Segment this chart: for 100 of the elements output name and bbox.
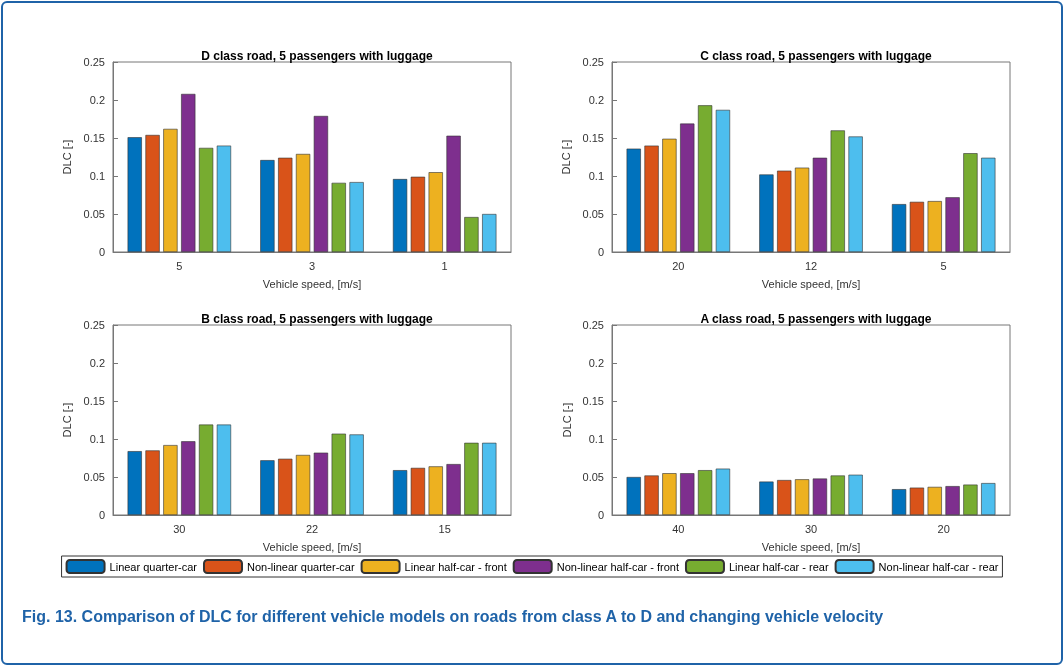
bar — [313, 452, 329, 515]
x-axis-title: Vehicle speed, [m/s] — [262, 540, 362, 553]
bar — [482, 442, 497, 515]
y-tick-label: 0.05 — [83, 471, 105, 483]
y-axis-title: DLC [-] — [61, 402, 74, 438]
bar — [812, 157, 828, 252]
bar — [145, 134, 160, 252]
y-tick-label: 0.25 — [582, 56, 604, 68]
y-tick-label: 0.25 — [83, 319, 105, 331]
bar — [295, 454, 311, 515]
y-tick-label: 0.1 — [588, 433, 604, 445]
x-tick-label: 5 — [176, 259, 183, 272]
bar — [794, 479, 810, 515]
bar — [830, 475, 845, 515]
bar — [981, 483, 996, 515]
caption: Fig. 13. Comparison of DLC for different vehicle models on roads from class A to D and changing vehicle velocity — [22, 607, 884, 625]
chart-title: A class road, 5 passengers with luggage — [700, 312, 932, 326]
bar — [945, 197, 960, 252]
bar — [848, 474, 863, 515]
bar — [446, 135, 461, 252]
bar — [777, 170, 792, 252]
legend-label: Non-linear quarter-car — [247, 560, 355, 573]
bar — [260, 460, 275, 515]
y-tick-label: 0.05 — [83, 208, 105, 220]
legend-label: Linear quarter-car — [109, 560, 198, 573]
bar — [127, 451, 142, 515]
y-axis-title: DLC [-] — [560, 402, 573, 438]
bar — [127, 137, 142, 252]
bar — [777, 480, 792, 515]
y-tick-label: 0.1 — [588, 170, 604, 182]
bar — [428, 172, 443, 252]
y-tick-label: 0.2 — [89, 94, 105, 106]
y-tick-label: 0 — [597, 509, 604, 521]
bar — [759, 481, 774, 515]
bar — [644, 145, 659, 252]
y-tick-label: 0.15 — [582, 132, 604, 144]
bar — [278, 458, 293, 515]
y-tick-label: 0.1 — [89, 433, 105, 445]
y-tick-label: 0.25 — [83, 56, 105, 68]
bar — [198, 147, 214, 252]
bar — [295, 153, 311, 252]
bar — [891, 489, 907, 515]
x-tick-label: 5 — [940, 259, 947, 272]
legend-label: Non-linear half-car - rear — [878, 560, 999, 573]
y-axis-title: DLC [-] — [61, 139, 74, 175]
x-tick-label: 40 — [672, 522, 685, 535]
chart-title: C class road, 5 passengers with luggage — [700, 49, 933, 63]
bar — [680, 473, 695, 515]
y-tick-label: 0.25 — [582, 319, 604, 331]
bar — [482, 214, 497, 252]
bar — [830, 130, 845, 252]
bar — [278, 157, 293, 252]
bar — [216, 145, 232, 252]
bar — [945, 486, 960, 515]
bar — [198, 424, 214, 515]
legend-label: Linear half-car - front — [404, 560, 507, 573]
bar — [392, 179, 408, 252]
bar — [909, 487, 925, 515]
y-tick-label: 0.05 — [582, 471, 604, 483]
bar — [181, 441, 196, 515]
bar — [644, 475, 659, 515]
bar — [349, 182, 364, 252]
x-tick-label: 20 — [937, 522, 950, 535]
x-tick-label: 22 — [305, 522, 319, 535]
chart-title: B class road, 5 passengers with luggage — [201, 312, 434, 326]
legend-label: Linear half-car - rear — [728, 560, 829, 573]
bar — [163, 445, 178, 515]
bar — [464, 217, 479, 252]
legend-label: Non-linear half-car - front — [556, 560, 679, 573]
bar — [927, 486, 942, 515]
x-axis-title: Vehicle speed, [m/s] — [761, 540, 861, 553]
bar — [163, 128, 178, 252]
x-tick-label: 3 — [308, 259, 316, 272]
y-axis-title: DLC [-] — [560, 139, 573, 175]
bar — [662, 473, 677, 515]
y-tick-label: 0.1 — [89, 170, 105, 182]
bar — [909, 201, 925, 252]
bar — [145, 450, 160, 515]
bar — [963, 153, 978, 252]
x-tick-label: 12 — [804, 259, 818, 272]
y-tick-label: 0 — [597, 246, 604, 258]
y-tick-label: 0.2 — [89, 357, 105, 369]
bar — [331, 433, 346, 515]
bar — [715, 109, 731, 252]
y-tick-label: 0.15 — [582, 395, 604, 407]
y-tick-label: 0 — [98, 509, 105, 521]
bar — [626, 477, 641, 515]
y-tick-label: 0.2 — [588, 357, 604, 369]
bar — [927, 201, 942, 252]
bar — [313, 115, 329, 252]
bar — [848, 136, 863, 252]
x-axis-title: Vehicle speed, [m/s] — [262, 277, 362, 290]
x-tick-label: 20 — [672, 259, 685, 272]
bar — [410, 467, 426, 515]
bar — [812, 478, 828, 515]
x-tick-label: 15 — [438, 522, 451, 535]
y-tick-label: 0.2 — [588, 94, 604, 106]
x-tick-label: 30 — [173, 522, 186, 535]
bar — [428, 466, 443, 515]
y-tick-label: 0.15 — [83, 395, 105, 407]
